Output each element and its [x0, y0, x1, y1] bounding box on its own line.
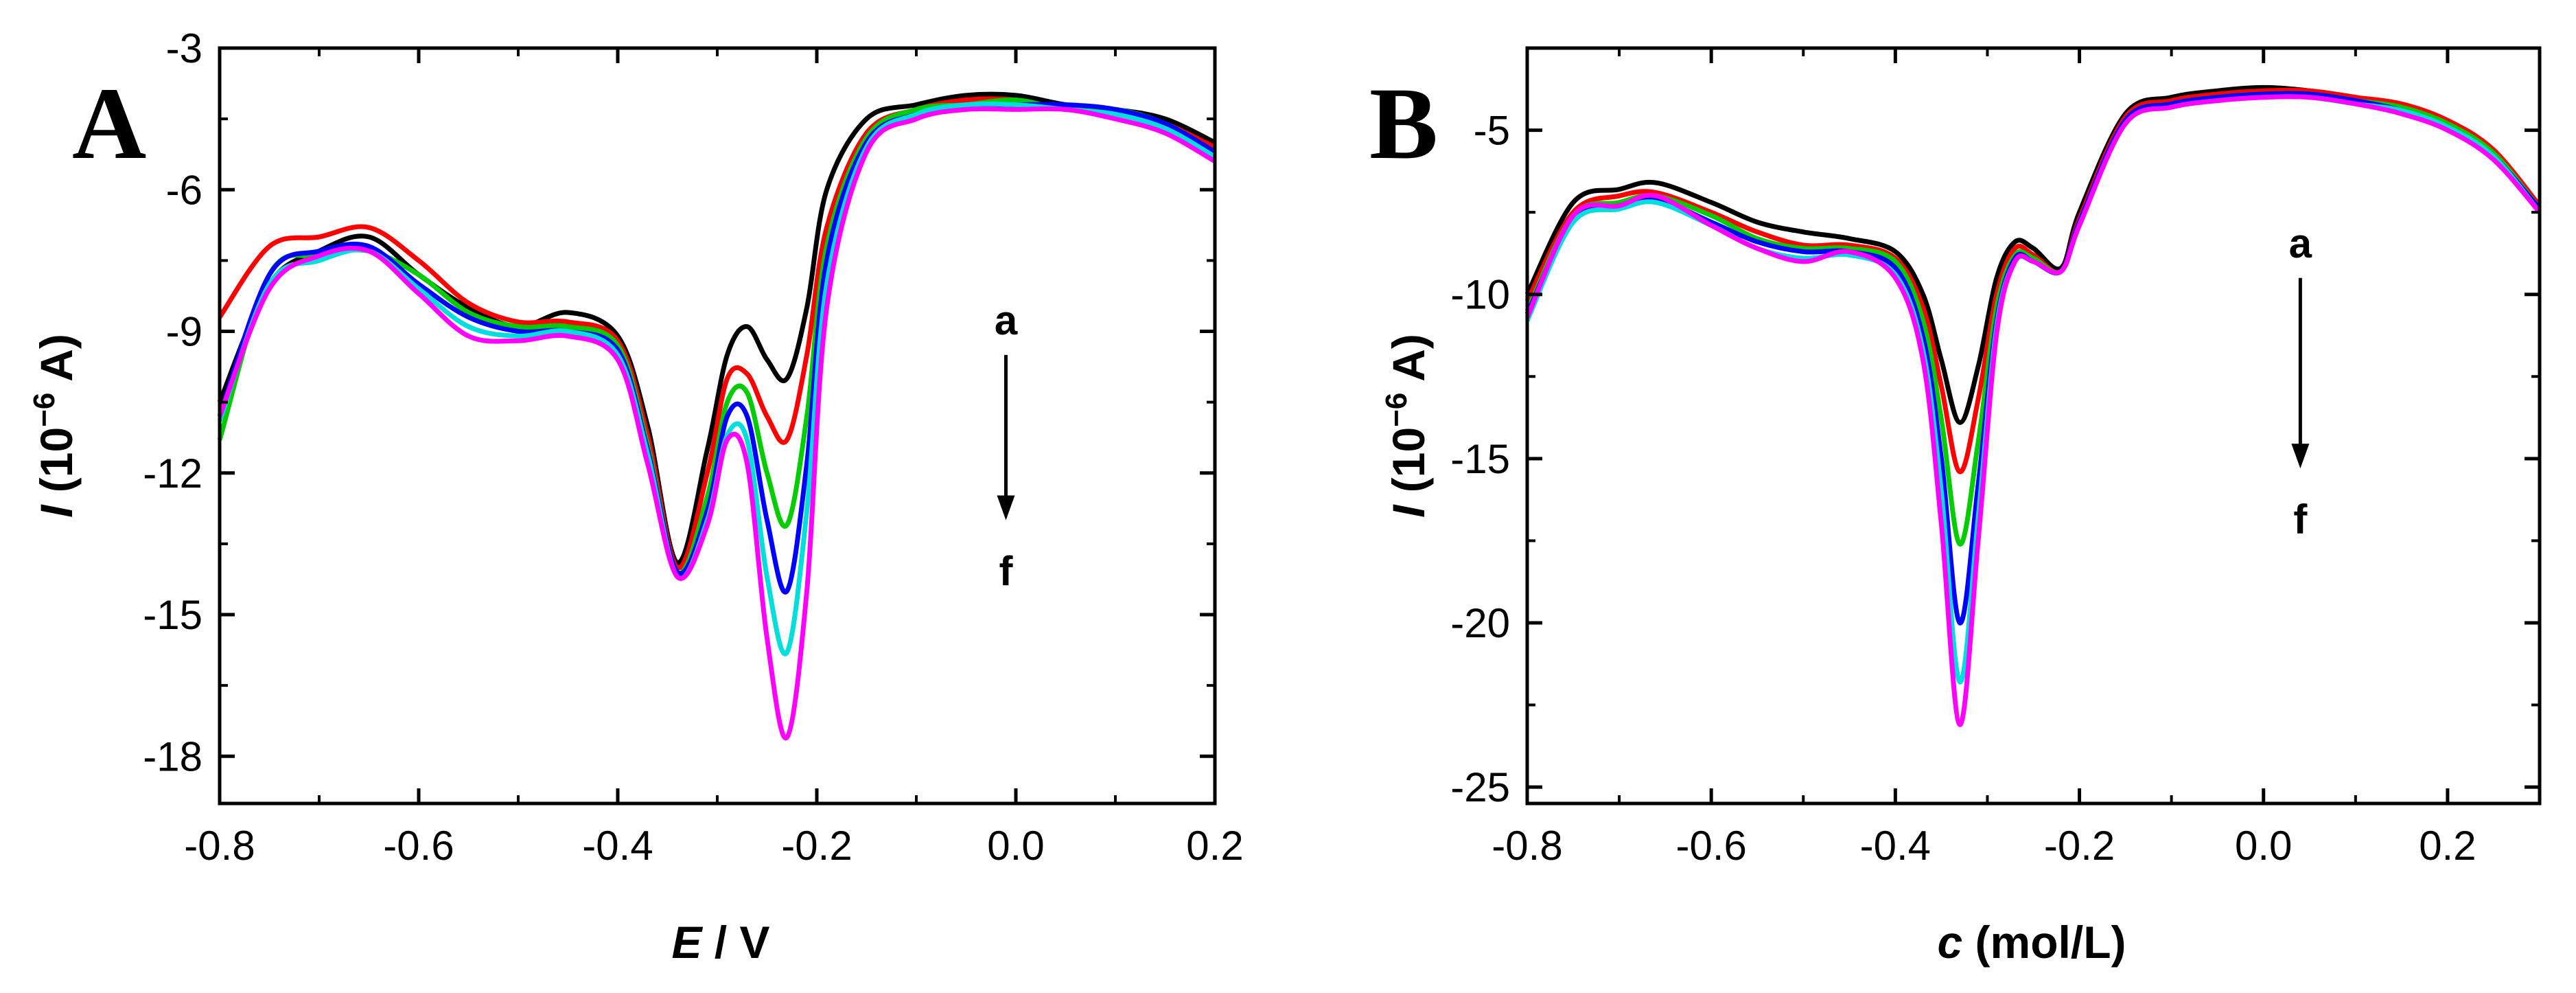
- y-axis-title-unit: (10: [31, 427, 82, 505]
- trend-arrow-head: [997, 495, 1015, 521]
- x-tick-label: -0.4: [1860, 823, 1931, 869]
- arrow-start-label: a: [2289, 220, 2312, 266]
- y-tick-label: -9: [166, 309, 202, 355]
- y-tick-label: -12: [143, 450, 202, 496]
- y-axis-title-tail: A): [31, 334, 82, 393]
- plot-frame: [1525, 46, 2542, 806]
- trend-arrow-head: [2291, 444, 2310, 469]
- y-tick-label: -15: [143, 592, 202, 638]
- arrow-end-label: f: [2293, 496, 2308, 543]
- y-tick-label: -25: [1450, 764, 1510, 810]
- x-tick-label: 0.0: [2235, 823, 2292, 869]
- arrow-end-label: f: [999, 549, 1014, 595]
- series-line-b: [1524, 87, 2542, 475]
- series-line-b: [218, 96, 1216, 571]
- y-tick-label: -10: [1450, 272, 1510, 318]
- series-line-c: [217, 97, 1216, 575]
- series-line-e: [217, 101, 1216, 657]
- series-line-f: [217, 106, 1216, 741]
- series-line-d: [217, 101, 1216, 595]
- x-axis-title-unit: / V: [701, 917, 769, 968]
- panel-label: A: [72, 67, 146, 181]
- x-axis-title: c (mol/L): [1937, 917, 2126, 968]
- x-axis-title-var: c: [1937, 917, 1962, 968]
- arrow-start-label: a: [995, 297, 1018, 343]
- x-tick-label: 0.2: [2419, 823, 2476, 869]
- y-tick-label: -3: [166, 25, 202, 71]
- panel-label: B: [1369, 67, 1438, 181]
- x-tick-label: -0.8: [184, 823, 255, 869]
- x-tick-label: 0.0: [987, 823, 1044, 869]
- y-axis-title-var: I: [31, 504, 82, 518]
- x-axis-title-var: E: [671, 917, 703, 968]
- series-line-f: [1524, 94, 2542, 727]
- series-line-c: [1524, 91, 2542, 547]
- y-axis-title-var: I: [1383, 504, 1434, 518]
- x-tick-label: -0.2: [2044, 823, 2115, 869]
- y-axis-title-unit: (10: [1383, 427, 1434, 505]
- x-tick-label: 0.2: [1186, 823, 1243, 869]
- x-tick-label: -0.8: [1492, 823, 1562, 869]
- y-axis-title: I (10−6 A): [27, 334, 82, 518]
- panel-b: -0.8 -0.6 -0.4 -0.2 0.0 0.2 -5 -10 -15 -20 -25 Bc (…: [1369, 46, 2542, 968]
- plot-area: [217, 91, 1216, 741]
- series-line-d: [1524, 91, 2542, 626]
- plot-area: [1524, 84, 2542, 727]
- y-tick-label: -6: [166, 167, 202, 213]
- x-axis-title: E / V: [671, 917, 769, 968]
- y-tick-label: -20: [1450, 600, 1510, 646]
- y-axis-title-tail: A): [1383, 334, 1434, 393]
- y-axis-title: I (10−6 A): [1380, 334, 1434, 518]
- y-tick-label: -5: [1474, 108, 1510, 154]
- x-tick-label: -0.2: [781, 823, 852, 869]
- series-line-e: [1524, 94, 2542, 685]
- y-tick-label: -15: [1450, 436, 1510, 482]
- x-tick-label: -0.6: [383, 823, 454, 869]
- panel-a: -0.8 -0.6 -0.4 -0.2 0.0 0.2 -3 -6 -9 -12 -15 -18 A E …: [27, 25, 1244, 968]
- y-tick-label: -18: [143, 733, 202, 779]
- x-tick-label: -0.4: [582, 823, 653, 869]
- x-tick-label: -0.6: [1675, 823, 1746, 869]
- y-axis-title-exponent: −6: [1380, 393, 1413, 427]
- x-axis-title-unit: (mol/L): [1962, 917, 2126, 968]
- y-axis-title-exponent: −6: [27, 393, 61, 427]
